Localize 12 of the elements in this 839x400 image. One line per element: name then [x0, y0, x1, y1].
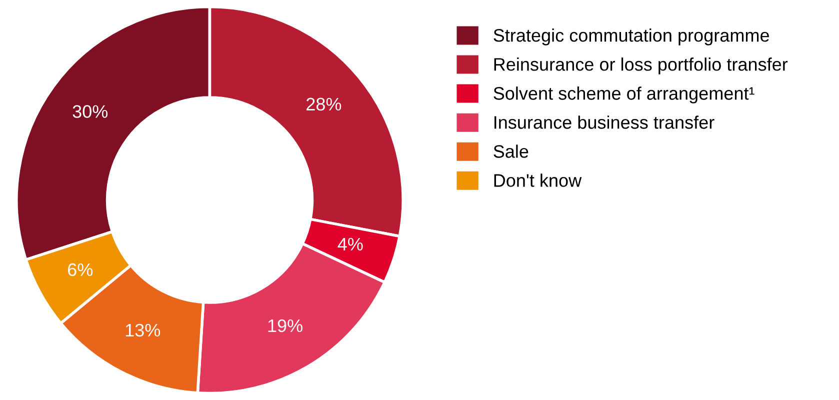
- legend-label: Strategic commutation programme: [494, 28, 769, 46]
- data-label: 4%: [338, 238, 363, 250]
- data-label: 6%: [68, 263, 93, 276]
- legend-label: Reinsurance or loss portfolio transfer: [494, 58, 788, 74]
- data-label: 30%: [72, 105, 108, 118]
- legend-label: Solvent scheme of arrangement¹: [494, 86, 754, 104]
- legend-label: Sale: [494, 144, 528, 158]
- data-label: 13%: [126, 324, 160, 337]
- data-label: 19%: [268, 319, 302, 332]
- legend-label: Insurance business transfer: [494, 116, 714, 129]
- data-label: 28%: [306, 98, 342, 111]
- legend-label: Don't know: [494, 174, 582, 187]
